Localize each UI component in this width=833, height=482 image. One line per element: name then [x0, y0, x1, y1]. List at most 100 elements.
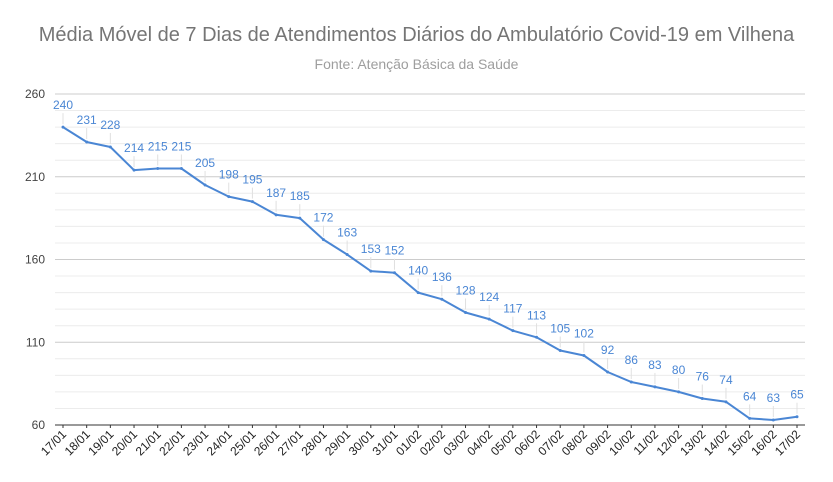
data-label: 124: [479, 290, 499, 304]
data-point: [464, 310, 468, 314]
x-tick-label: 10/02: [606, 427, 637, 458]
data-label: 163: [337, 226, 357, 240]
x-tick-label: 02/02: [417, 427, 448, 458]
x-tick-label: 05/02: [488, 427, 519, 458]
data-point: [535, 335, 539, 339]
data-point: [606, 370, 610, 374]
y-tick-label: 260: [25, 87, 45, 101]
y-axis-ticks: 60 110 160 210 260: [25, 87, 45, 432]
x-tick-label: 13/02: [677, 427, 708, 458]
data-point: [440, 297, 444, 301]
data-point: [700, 397, 704, 401]
x-tick-label: 08/02: [559, 427, 590, 458]
data-label: 215: [171, 139, 191, 153]
data-point: [61, 125, 65, 129]
data-label: 113: [527, 308, 546, 322]
x-tick-label: 18/01: [62, 427, 93, 458]
x-tick-label: 04/02: [464, 427, 495, 458]
data-label: 185: [290, 189, 310, 203]
data-label: 195: [242, 173, 262, 187]
y-tick-label: 110: [26, 335, 45, 349]
data-point: [582, 353, 586, 357]
gridlines: [55, 93, 805, 426]
data-label: 152: [384, 244, 404, 258]
data-label: 198: [219, 168, 239, 182]
data-label: 128: [456, 283, 476, 297]
x-tick-label: 30/01: [346, 427, 377, 458]
series-line-group: [61, 125, 799, 422]
data-point: [369, 269, 373, 273]
x-tick-label: 19/01: [85, 427, 116, 458]
x-tick-label: 27/01: [275, 427, 306, 458]
data-point: [132, 168, 136, 172]
x-tick-label: 11/02: [631, 427, 662, 458]
chart-subtitle: Fonte: Atenção Básica da Saúde: [314, 56, 519, 72]
x-tick-label: 15/02: [725, 427, 756, 458]
x-tick-label: 25/01: [227, 427, 258, 458]
data-label: 228: [100, 118, 120, 132]
data-point: [629, 380, 633, 384]
data-point: [511, 329, 515, 333]
data-point: [321, 238, 325, 242]
data-label: 65: [790, 388, 804, 402]
data-point: [392, 271, 396, 275]
x-tick-label: 29/01: [322, 427, 353, 458]
data-label: 105: [550, 322, 570, 336]
data-point: [298, 216, 302, 220]
data-label: 117: [503, 302, 522, 316]
y-tick-label: 210: [25, 170, 45, 184]
data-point: [156, 166, 160, 170]
data-point: [274, 213, 278, 217]
data-point: [795, 415, 799, 419]
x-tick-label: 01/02: [393, 427, 424, 458]
data-point: [416, 291, 420, 295]
y-tick-label: 160: [25, 253, 45, 267]
data-point: [345, 253, 349, 257]
data-label: 102: [574, 326, 594, 340]
data-label: 86: [625, 353, 639, 367]
data-point: [108, 145, 112, 149]
x-tick-label: 14/02: [701, 427, 732, 458]
x-tick-label: 03/02: [441, 427, 472, 458]
x-tick-label: 12/02: [654, 427, 685, 458]
data-point: [487, 317, 491, 321]
data-label: 240: [53, 98, 73, 112]
data-label: 214: [124, 141, 144, 155]
x-tick-label: 16/02: [748, 427, 779, 458]
data-label: 74: [719, 373, 733, 387]
data-label: 76: [696, 370, 710, 384]
x-tick-label: 09/02: [583, 427, 614, 458]
data-label: 215: [148, 139, 168, 153]
data-point: [653, 385, 657, 389]
data-label: 172: [313, 211, 333, 225]
x-tick-label: 06/02: [512, 427, 543, 458]
data-label: 205: [195, 156, 215, 170]
x-tick-label: 07/02: [535, 427, 566, 458]
data-point: [227, 195, 231, 199]
data-label: 187: [266, 186, 286, 200]
data-label: 64: [743, 389, 757, 403]
data-point: [179, 166, 183, 170]
series-line: [62, 126, 798, 421]
chart-title: Média Móvel de 7 Dias de Atendimentos Di…: [38, 24, 795, 46]
x-axis-ticks: 17/0118/0119/0120/0121/0122/0123/0124/01…: [38, 425, 803, 458]
x-tick-label: 21/01: [133, 427, 164, 458]
x-tick-label: 28/01: [298, 427, 329, 458]
x-tick-label: 24/01: [204, 427, 235, 458]
x-tick-label: 17/02: [772, 427, 803, 458]
data-label: 153: [361, 242, 381, 256]
data-label: 83: [648, 358, 662, 372]
data-label: 136: [432, 270, 452, 284]
data-point: [724, 400, 728, 404]
y-tick-label: 60: [32, 418, 46, 432]
data-point: [677, 390, 681, 394]
data-point: [250, 200, 254, 204]
x-tick-label: 23/01: [180, 427, 211, 458]
x-tick-label: 22/01: [156, 427, 187, 458]
data-point: [771, 418, 775, 422]
x-tick-label: 31/01: [369, 427, 400, 458]
data-label: 140: [408, 264, 428, 278]
data-label: 92: [601, 343, 615, 357]
